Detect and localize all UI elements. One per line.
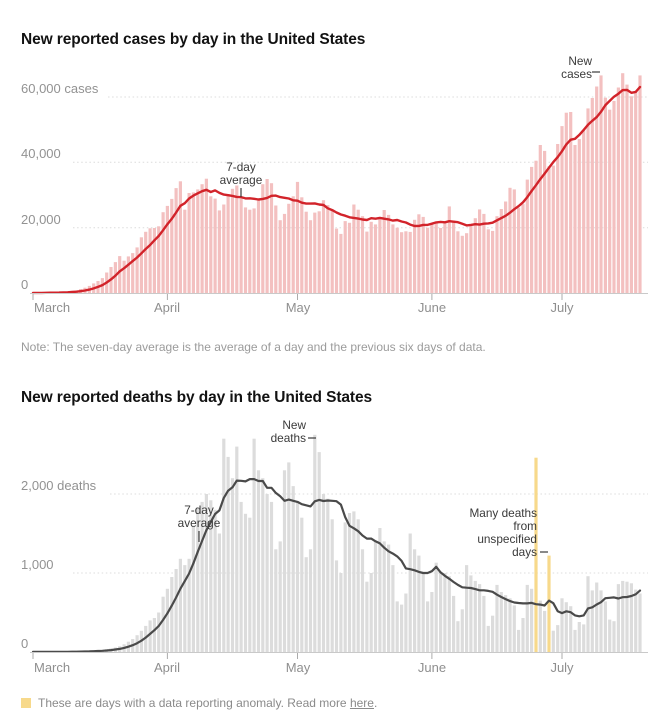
gridlines (73, 493, 648, 574)
month-tick-marks (32, 294, 563, 300)
seven-day-average-line (31, 85, 642, 295)
cases-chart-plot[interactable] (30, 71, 648, 300)
cases-xtick-april: April (153, 300, 180, 315)
cases-xtick-june: June (417, 300, 447, 315)
daily-deaths-bars[interactable] (35, 434, 642, 653)
cases-ytick-40000: 40,000 (21, 146, 61, 161)
cases-ytick-0: 0 (21, 277, 29, 292)
deaths-xtick-march: March (34, 660, 71, 675)
month-tick-marks (32, 653, 563, 659)
annotation-pointers (240, 71, 600, 197)
anomaly-legend: These are days with a data reporting ano… (21, 696, 377, 710)
cases-ytick-60000: 60,000 cases (21, 81, 99, 96)
annotation-new-cases: New cases (561, 54, 592, 81)
annotation-pointers (198, 437, 548, 553)
deaths-ytick-2000: 2,000 deaths (21, 478, 97, 493)
deaths-xtick-may: May (285, 660, 311, 675)
annotation-new-deaths: New deaths (270, 418, 306, 445)
seven-day-average-line (31, 478, 642, 653)
annotation-cases-7day-average: 7-day average (219, 160, 263, 187)
note-seven-day-average: Note: The seven-day average is the avera… (21, 340, 486, 354)
deaths-ytick-1000: 1,000 (21, 557, 54, 572)
cases-xtick-july: July (550, 300, 574, 315)
anomaly-swatch-icon (21, 698, 31, 708)
annotation-deaths-7day-average: 7-day average (177, 503, 221, 530)
deaths-ytick-0: 0 (21, 636, 29, 651)
deaths-chart-plot[interactable] (30, 434, 648, 659)
cases-ytick-20000: 20,000 (21, 212, 61, 227)
deaths-xtick-june: June (417, 660, 447, 675)
daily-cases-bars[interactable] (40, 73, 642, 294)
anomaly-legend-text: These are days with a data reporting ano… (38, 696, 350, 710)
deaths-xtick-july: July (550, 660, 574, 675)
annotation-unspecified-days: Many deaths from unspecified days (469, 506, 537, 559)
deaths-xtick-april: April (153, 660, 180, 675)
deaths-chart-title: New reported deaths by day in the United… (21, 388, 373, 406)
cases-xtick-march: March (34, 300, 71, 315)
cases-xtick-may: May (285, 300, 311, 315)
cases-chart-title: New reported cases by day in the United … (21, 30, 366, 48)
gridlines (73, 96, 648, 229)
read-more-link[interactable]: here (349, 696, 374, 710)
